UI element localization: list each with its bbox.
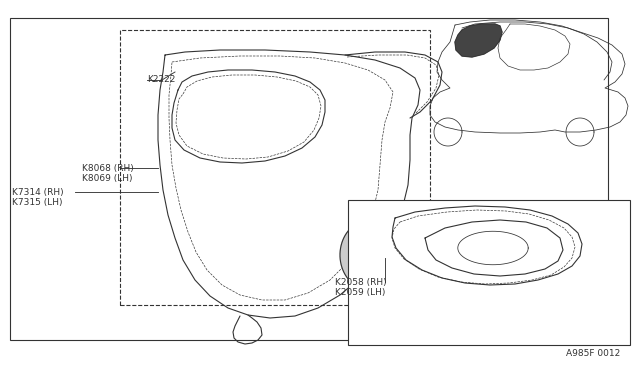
Bar <box>10 18 608 340</box>
Text: K8068 (RH): K8068 (RH) <box>82 164 134 173</box>
Text: K2058 (RH): K2058 (RH) <box>335 278 387 286</box>
Text: K8069 (LH): K8069 (LH) <box>82 173 132 183</box>
Text: K2059 (LH): K2059 (LH) <box>335 288 385 296</box>
Text: K2222: K2222 <box>147 76 175 84</box>
Polygon shape <box>340 220 400 290</box>
Text: A985F 0012: A985F 0012 <box>566 349 620 358</box>
Text: K7314 (RH): K7314 (RH) <box>12 187 63 196</box>
Bar <box>348 200 630 345</box>
Bar <box>120 30 430 305</box>
Polygon shape <box>455 24 502 57</box>
Text: K7315 (LH): K7315 (LH) <box>12 198 63 206</box>
